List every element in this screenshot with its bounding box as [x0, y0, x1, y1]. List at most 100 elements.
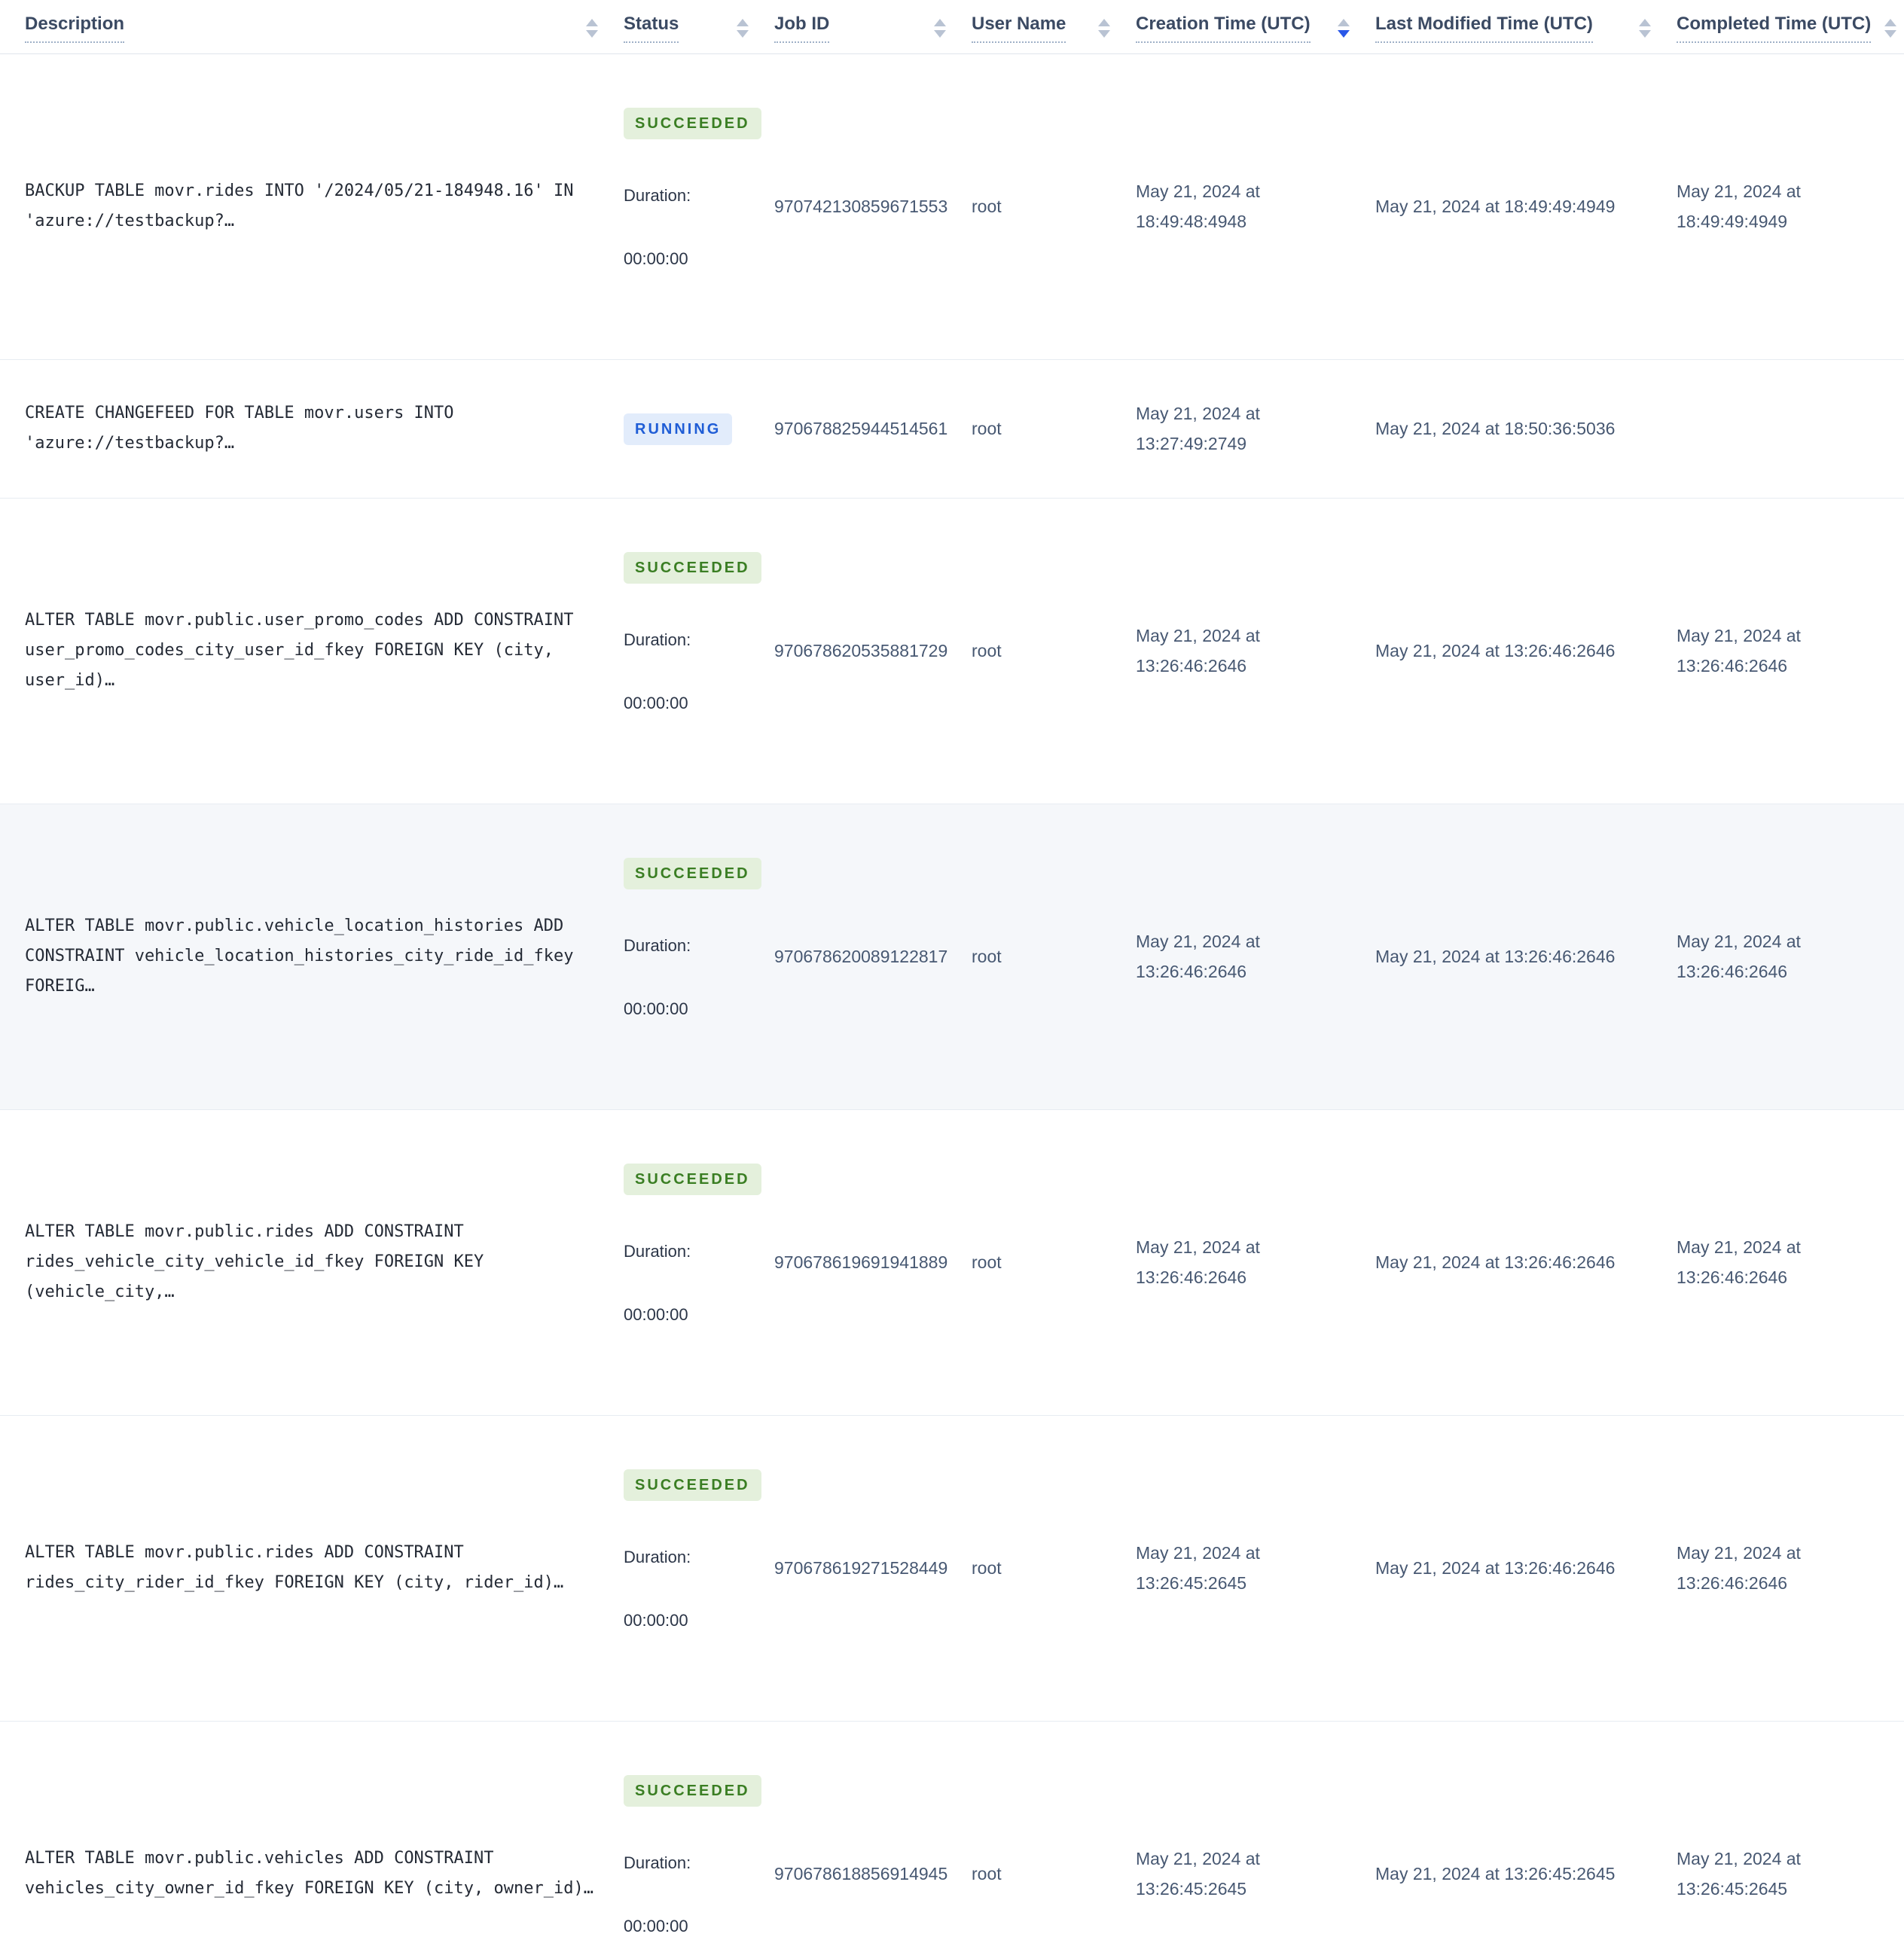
job-status-cell: SUCCEEDED Duration: 00:00:00 — [624, 804, 774, 1109]
completed-time-cell — [1677, 359, 1904, 498]
sort-down-arrow-icon — [1098, 29, 1110, 38]
user-name-cell: root — [972, 1252, 1002, 1273]
creation-time-cell: May 21, 2024 at 18:49:48:4948 — [1136, 181, 1260, 232]
job-description-cell[interactable]: ALTER TABLE movr.public.user_promo_codes… — [25, 611, 574, 691]
job-id-cell: 970678619691941889 — [774, 1252, 948, 1273]
user-name-cell: root — [972, 1864, 1002, 1884]
creation-time-cell: May 21, 2024 at 13:26:46:2646 — [1136, 626, 1260, 676]
job-row[interactable]: ALTER TABLE movr.public.vehicle_location… — [0, 804, 1904, 1110]
job-description-cell[interactable]: ALTER TABLE movr.public.vehicle_location… — [25, 917, 574, 996]
sort-up-arrow-icon — [586, 18, 598, 26]
column-label: Completed Time (UTC) — [1677, 14, 1872, 43]
duration-label: Duration: — [624, 1241, 691, 1261]
duration-value: 00:00:00 — [624, 999, 688, 1018]
job-description-cell[interactable]: CREATE CHANGEFEED FOR TABLE movr.users I… — [25, 404, 454, 453]
status-badge: SUCCEEDED — [624, 1774, 761, 1807]
column-header-creation-time[interactable]: Creation Time (UTC) — [1136, 0, 1375, 54]
job-row[interactable]: CREATE CHANGEFEED FOR TABLE movr.users I… — [0, 359, 1904, 499]
sort-icon[interactable] — [737, 18, 749, 38]
last-modified-time-cell: May 21, 2024 at 13:26:45:2645 — [1375, 1864, 1616, 1884]
column-header-job-id[interactable]: Job ID — [774, 0, 972, 54]
duration-block: Duration: 00:00:00 — [624, 1816, 744, 1946]
column-header-last-modified-time[interactable]: Last Modified Time (UTC) — [1375, 0, 1677, 54]
sort-up-arrow-icon — [1639, 18, 1651, 26]
job-row[interactable]: ALTER TABLE movr.public.rides ADD CONSTR… — [0, 1415, 1904, 1722]
job-status-cell: SUCCEEDED Duration: 00:00:00 — [624, 1109, 774, 1415]
job-status-cell: SUCCEEDED Duration: 00:00:00 — [624, 1415, 774, 1721]
column-label: Last Modified Time (UTC) — [1375, 14, 1593, 43]
sort-up-arrow-icon — [934, 18, 946, 26]
column-label: User Name — [972, 14, 1066, 43]
status-badge: SUCCEEDED — [624, 1163, 761, 1195]
creation-time-cell: May 21, 2024 at 13:26:46:2646 — [1136, 932, 1260, 982]
column-header-description[interactable]: Description — [0, 0, 624, 54]
last-modified-time-cell: May 21, 2024 at 13:26:46:2646 — [1375, 1558, 1616, 1578]
duration-label: Duration: — [624, 185, 691, 205]
column-label: Status — [624, 14, 679, 43]
sort-icon[interactable] — [934, 18, 946, 38]
completed-time-cell: May 21, 2024 at 13:26:46:2646 — [1677, 1237, 1801, 1288]
job-status-cell: SUCCEEDED Duration: 00:00:00 — [624, 498, 774, 804]
status-badge: SUCCEEDED — [624, 857, 761, 889]
job-description-cell[interactable]: ALTER TABLE movr.public.rides ADD CONSTR… — [25, 1222, 484, 1302]
jobs-table-body: BACKUP TABLE movr.rides INTO '/2024/05/2… — [0, 53, 1904, 1946]
job-row[interactable]: ALTER TABLE movr.public.vehicles ADD CON… — [0, 1721, 1904, 1946]
job-id-cell: 970678618856914945 — [774, 1864, 948, 1884]
last-modified-time-cell: May 21, 2024 at 13:26:46:2646 — [1375, 947, 1616, 967]
sort-down-arrow-icon — [1884, 29, 1897, 38]
duration-block: Duration: 00:00:00 — [624, 1204, 744, 1362]
column-header-status[interactable]: Status — [624, 0, 774, 54]
sort-up-arrow-icon — [1098, 18, 1110, 26]
column-label: Creation Time (UTC) — [1136, 14, 1311, 43]
sort-icon[interactable] — [1884, 18, 1897, 38]
sort-down-arrow-icon — [737, 29, 749, 38]
sort-icon[interactable] — [1338, 18, 1350, 38]
job-description-cell[interactable]: ALTER TABLE movr.public.vehicles ADD CON… — [25, 1849, 593, 1899]
job-row[interactable]: BACKUP TABLE movr.rides INTO '/2024/05/2… — [0, 53, 1904, 360]
duration-block: Duration: 00:00:00 — [624, 898, 744, 1057]
sort-icon[interactable] — [586, 18, 598, 38]
last-modified-time-cell: May 21, 2024 at 13:26:46:2646 — [1375, 1252, 1616, 1273]
column-label: Description — [25, 14, 125, 43]
last-modified-time-cell: May 21, 2024 at 18:49:49:4949 — [1375, 197, 1616, 217]
creation-time-cell: May 21, 2024 at 13:27:49:2749 — [1136, 404, 1260, 454]
job-row[interactable]: ALTER TABLE movr.public.rides ADD CONSTR… — [0, 1109, 1904, 1416]
job-description-cell[interactable]: ALTER TABLE movr.public.rides ADD CONSTR… — [25, 1543, 564, 1593]
column-header-user-name[interactable]: User Name — [972, 0, 1136, 54]
job-description-cell[interactable]: BACKUP TABLE movr.rides INTO '/2024/05/2… — [25, 181, 574, 231]
duration-value: 00:00:00 — [624, 693, 688, 712]
column-header-completed-time[interactable]: Completed Time (UTC) — [1677, 0, 1904, 54]
sort-icon[interactable] — [1639, 18, 1651, 38]
duration-value: 00:00:00 — [624, 1304, 688, 1324]
duration-block: Duration: 00:00:00 — [624, 148, 744, 307]
last-modified-time-cell: May 21, 2024 at 13:26:46:2646 — [1375, 641, 1616, 661]
job-row[interactable]: ALTER TABLE movr.public.user_promo_codes… — [0, 498, 1904, 804]
column-label: Job ID — [774, 14, 830, 43]
completed-time-cell: May 21, 2024 at 13:26:46:2646 — [1677, 1543, 1801, 1594]
job-id-cell: 970678620535881729 — [774, 641, 948, 661]
user-name-cell: root — [972, 197, 1002, 217]
jobs-table-header: Description Status Job ID User Name — [0, 0, 1904, 54]
duration-block: Duration: 00:00:00 — [624, 1510, 744, 1668]
sort-down-arrow-icon — [1338, 29, 1350, 38]
job-status-cell: SUCCEEDED Duration: 00:00:00 — [624, 53, 774, 359]
duration-value: 00:00:00 — [624, 249, 688, 268]
status-badge: SUCCEEDED — [624, 551, 761, 584]
creation-time-cell: May 21, 2024 at 13:26:46:2646 — [1136, 1237, 1260, 1288]
user-name-cell: root — [972, 641, 1002, 661]
sort-up-arrow-icon — [737, 18, 749, 26]
user-name-cell: root — [972, 947, 1002, 967]
duration-label: Duration: — [624, 1853, 691, 1872]
job-id-cell: 970678620089122817 — [774, 947, 948, 967]
user-name-cell: root — [972, 419, 1002, 439]
job-status-cell: SUCCEEDED Duration: 00:00:00 — [624, 1721, 774, 1946]
sort-icon[interactable] — [1098, 18, 1110, 38]
status-badge: SUCCEEDED — [624, 107, 761, 139]
duration-label: Duration: — [624, 630, 691, 649]
duration-label: Duration: — [624, 1547, 691, 1566]
status-badge: SUCCEEDED — [624, 1469, 761, 1501]
duration-value: 00:00:00 — [624, 1610, 688, 1630]
sort-down-arrow-icon — [934, 29, 946, 38]
completed-time-cell: May 21, 2024 at 13:26:46:2646 — [1677, 626, 1801, 676]
